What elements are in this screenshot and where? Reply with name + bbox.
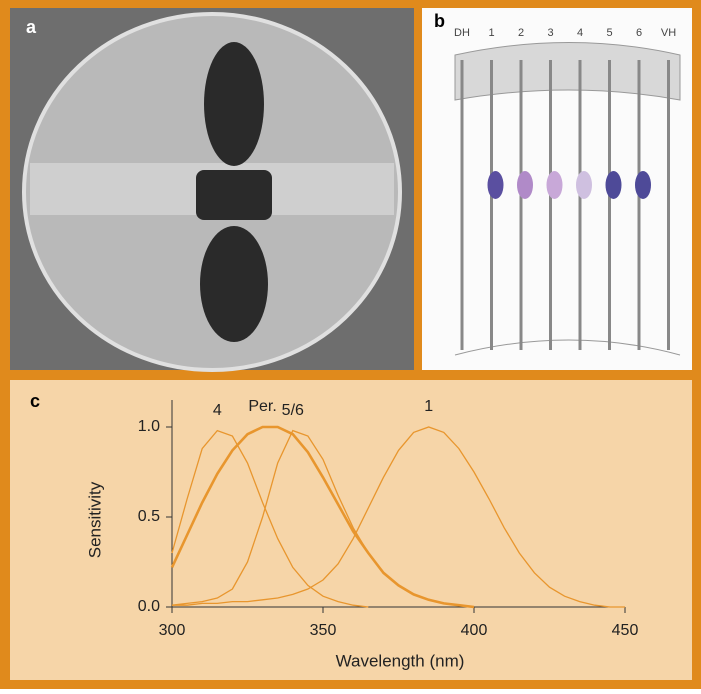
column-label: 1 <box>488 27 494 39</box>
y-tick-label: 1.0 <box>138 418 160 435</box>
y-tick-label: 0.0 <box>138 598 160 615</box>
column-label: 6 <box>636 27 642 39</box>
y-axis-label: Sensitivity <box>85 481 104 558</box>
column-label: 4 <box>577 27 583 39</box>
columns: DH 1 2 3 4 5 6 VH <box>454 27 676 350</box>
dorsal-region <box>204 42 264 166</box>
column-label: VH <box>661 27 676 39</box>
x-tick-label: 450 <box>612 622 639 639</box>
column-label: DH <box>454 27 470 39</box>
photoreceptor <box>517 171 533 199</box>
curve-label: 5/6 <box>282 402 304 419</box>
column-label: 3 <box>547 27 553 39</box>
x-axis-label: Wavelength (nm) <box>336 651 465 670</box>
panel-label: a <box>26 17 37 37</box>
panel-label: c <box>30 391 40 411</box>
y-tick-label: 0.5 <box>138 508 160 525</box>
photoreceptor <box>605 171 622 199</box>
ventral-region <box>200 226 268 342</box>
x-tick-label: 350 <box>310 622 337 639</box>
panel-label: b <box>434 11 445 31</box>
curve-label: 4 <box>213 402 222 419</box>
cornea <box>454 42 681 101</box>
curve <box>172 426 625 608</box>
curve <box>171 429 475 608</box>
photoreceptor <box>635 171 651 199</box>
midband-region <box>196 170 272 220</box>
basement <box>454 339 681 356</box>
photoreceptor <box>546 171 563 199</box>
x-tick-label: 400 <box>461 622 488 639</box>
curve <box>171 429 369 608</box>
photoreceptor <box>487 171 504 199</box>
x-tick-label: 300 <box>159 622 186 639</box>
curve-label: Per. <box>248 398 276 415</box>
curve-label: 1 <box>424 398 433 415</box>
column-label: 5 <box>606 27 612 39</box>
column-label: 2 <box>518 27 524 39</box>
photoreceptor <box>576 171 592 199</box>
